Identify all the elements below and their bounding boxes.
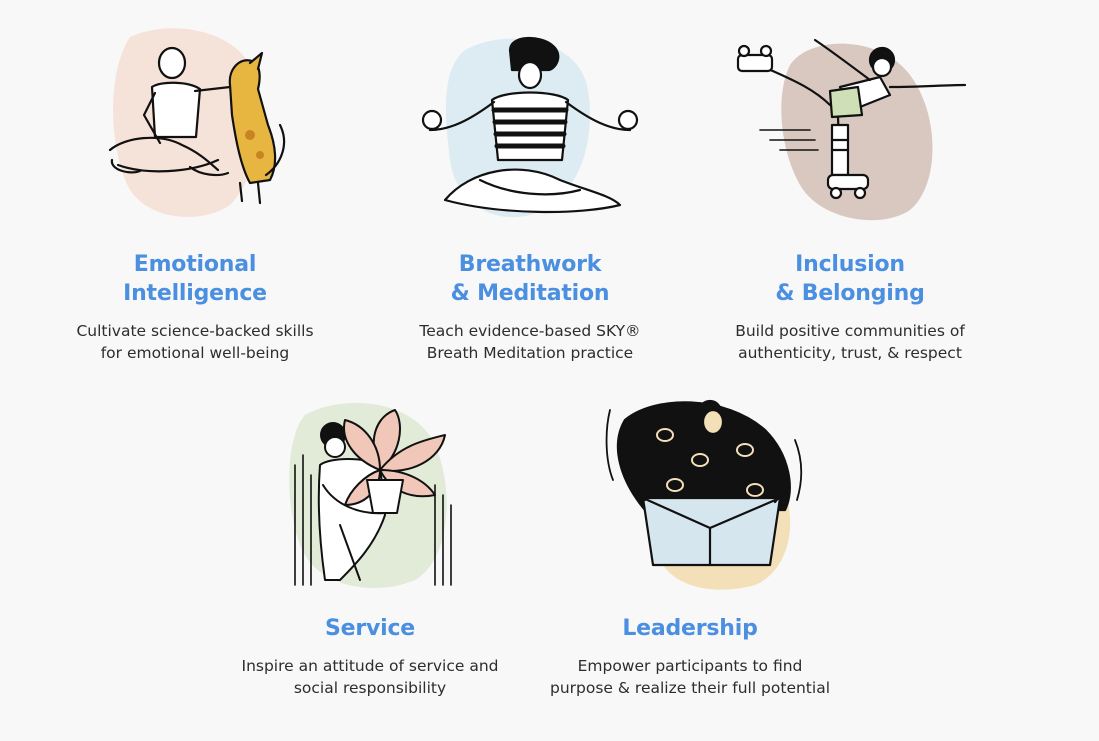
pillar-card-leadership: Leadership Empower participants to find … <box>545 395 835 705</box>
pillar-description: Inspire an attitude of service and socia… <box>241 657 499 697</box>
roller-skater-illustration <box>730 25 980 225</box>
pillar-title: Inclusion & Belonging <box>775 252 925 306</box>
pillar-description: Teach evidence-based SKY® Breath Meditat… <box>419 322 641 362</box>
pillar-title: Leadership <box>622 616 758 641</box>
pillar-title: Breathwork & Meditation <box>450 252 610 306</box>
pillar-description: Build positive communities of authentici… <box>735 322 965 362</box>
pillar-card-service: Service Inspire an attitude of service a… <box>230 395 510 705</box>
pillar-card-breathwork-meditation: Breathwork & Meditation Teach evidence-b… <box>400 25 660 375</box>
pillar-title: Emotional Intelligence <box>123 252 267 306</box>
person-lifting-box-illustration <box>605 399 805 595</box>
pillar-description: Cultivate science-backed skills for emot… <box>76 322 314 362</box>
person-with-dog-illustration <box>100 25 290 220</box>
pillar-title: Service <box>324 616 416 641</box>
pillar-description: Empower participants to find purpose & r… <box>550 657 830 697</box>
pillar-card-emotional-intelligence: Emotional Intelligence Cultivate science… <box>65 25 325 375</box>
pillar-card-inclusion-belonging: Inclusion & Belonging Build positive com… <box>720 25 980 375</box>
person-holding-plant-illustration <box>285 395 465 595</box>
meditating-person-illustration <box>410 30 650 225</box>
